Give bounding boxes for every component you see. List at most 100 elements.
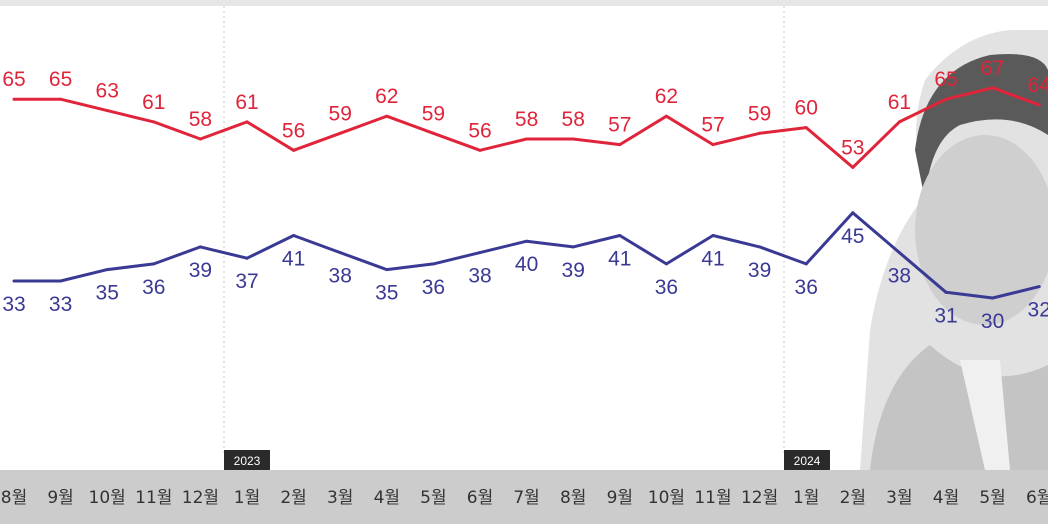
data-label: 31: [934, 304, 957, 327]
data-point: [12, 97, 16, 101]
data-label: 38: [468, 265, 491, 288]
data-point: [618, 234, 622, 238]
month-tick-label: 2월: [280, 488, 306, 508]
month-axis-labels: 8월 9월 10월 11월 12월 1월 2월 3월 4월 5월 6월 7월 8월 9월 10월 11월 12월…: [1, 488, 1048, 508]
month-tick-label: 11월: [694, 488, 731, 508]
month-tick-label: 5월: [420, 488, 446, 508]
data-label: 67: [981, 57, 1004, 80]
data-label: 53: [841, 136, 864, 159]
data-point: [804, 126, 808, 130]
data-label: 58: [562, 108, 585, 131]
month-tick-label: 11월: [135, 488, 172, 508]
data-point: [944, 97, 948, 101]
month-tick-label: 8월: [560, 488, 586, 508]
month-tick-label: 10월: [648, 488, 685, 508]
data-point: [292, 234, 296, 238]
top-border: [0, 0, 1048, 6]
data-label: 36: [795, 276, 818, 299]
data-point: [711, 143, 715, 147]
data-point: [338, 131, 342, 135]
data-label: 59: [422, 102, 445, 125]
data-point: [198, 137, 202, 141]
data-point: [12, 279, 16, 283]
data-point: [152, 120, 156, 124]
data-label: 59: [329, 102, 352, 125]
data-point: [571, 137, 575, 141]
month-tick-label: 5월: [979, 488, 1005, 508]
data-label: 59: [748, 102, 771, 125]
data-label: 30: [981, 310, 1004, 333]
data-label: 57: [701, 114, 724, 137]
data-label: 38: [888, 265, 911, 288]
data-label: 62: [655, 85, 678, 108]
data-point: [59, 97, 63, 101]
data-label: 33: [2, 293, 25, 316]
month-tick-label: 1월: [234, 488, 260, 508]
data-point: [431, 262, 435, 266]
data-point: [711, 234, 715, 238]
data-point: [292, 148, 296, 152]
data-label: 39: [562, 259, 585, 282]
data-point: [991, 86, 995, 90]
data-label: 40: [515, 253, 538, 276]
data-point: [897, 120, 901, 124]
year-tag-2024: 2024: [784, 450, 830, 470]
month-tick-label: 4월: [933, 488, 959, 508]
month-tick-label: 10월: [89, 488, 126, 508]
data-label: 38: [329, 265, 352, 288]
data-label: 33: [49, 293, 72, 316]
data-point: [385, 268, 389, 272]
month-tick-label: 7월: [513, 488, 539, 508]
data-label: 36: [655, 276, 678, 299]
data-label: 63: [96, 80, 119, 103]
year-tag-2023-label: 2023: [234, 454, 261, 468]
data-label: 36: [422, 276, 445, 299]
data-point: [758, 245, 762, 249]
month-tick-label: 1월: [793, 488, 819, 508]
data-point: [245, 120, 249, 124]
data-label: 35: [375, 282, 398, 305]
data-point: [105, 109, 109, 113]
month-tick-label: 12월: [741, 488, 778, 508]
data-label: 39: [189, 259, 212, 282]
data-label: 56: [282, 119, 305, 142]
data-point: [478, 251, 482, 255]
data-label: 61: [142, 91, 165, 114]
data-label: 57: [608, 114, 631, 137]
data-label: 58: [189, 108, 212, 131]
data-label: 45: [841, 225, 864, 248]
month-tick-label: 4월: [374, 488, 400, 508]
data-point: [991, 296, 995, 300]
data-label: 35: [96, 282, 119, 305]
data-point: [571, 245, 575, 249]
data-point: [105, 268, 109, 272]
month-tick-label: 9월: [47, 488, 73, 508]
data-point: [59, 279, 63, 283]
data-label: 41: [608, 248, 631, 271]
data-point: [245, 256, 249, 260]
data-label: 56: [468, 119, 491, 142]
data-label: 62: [375, 85, 398, 108]
year-tag-2023: 2023: [224, 450, 270, 470]
month-tick-label: 3월: [327, 488, 353, 508]
data-label: 60: [795, 97, 818, 120]
portrait-photo: [860, 30, 1048, 470]
data-label: 36: [142, 276, 165, 299]
data-point: [897, 251, 901, 255]
data-point: [198, 245, 202, 249]
data-label: 65: [2, 68, 25, 91]
data-label: 65: [934, 68, 957, 91]
data-label: 32: [1028, 299, 1048, 322]
data-label: 41: [701, 248, 724, 271]
month-tick-label: 8월: [1, 488, 27, 508]
data-point: [618, 143, 622, 147]
year-tag-2024-label: 2024: [794, 454, 821, 468]
data-point: [664, 114, 668, 118]
month-tick-label: 6월: [467, 488, 493, 508]
month-tick-label: 6월: [1026, 488, 1048, 508]
data-label: 61: [888, 91, 911, 114]
data-point: [1037, 103, 1041, 107]
data-label: 64: [1028, 74, 1048, 97]
data-point: [851, 211, 855, 215]
month-tick-label: 12월: [182, 488, 219, 508]
